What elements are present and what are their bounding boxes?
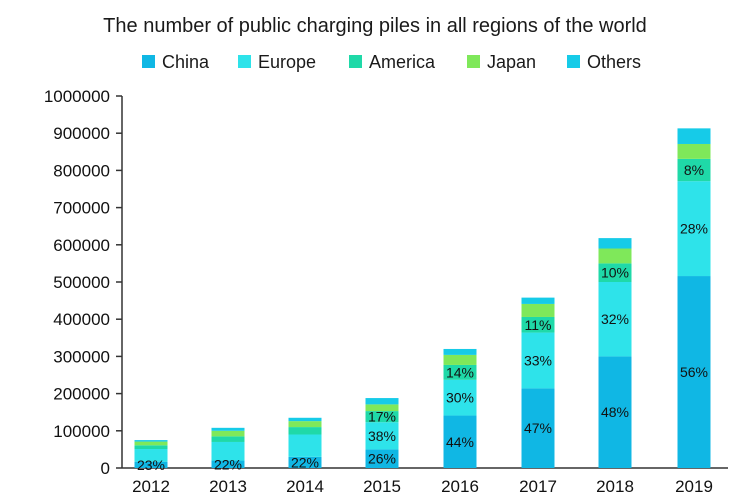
data-label-europe-2016: 30% bbox=[446, 390, 474, 406]
legend-swatch-others bbox=[567, 55, 580, 68]
legend-label-china: China bbox=[162, 52, 210, 72]
bars-group bbox=[134, 128, 711, 468]
data-label-america-2016: 14% bbox=[446, 364, 474, 380]
y-tick-label: 600000 bbox=[53, 236, 110, 255]
y-tick-label: 0 bbox=[101, 459, 110, 478]
bar-segment-others-2019 bbox=[677, 128, 711, 144]
bar-segment-america-2018 bbox=[598, 263, 632, 282]
bar-segment-america-2015 bbox=[365, 411, 399, 423]
bar-segment-china-2018 bbox=[598, 356, 632, 468]
data-label-china-2018: 48% bbox=[601, 404, 629, 420]
bar-segment-europe-2013 bbox=[211, 441, 245, 461]
bar-segment-europe-2017 bbox=[521, 332, 555, 389]
bar-segment-america-2014 bbox=[288, 427, 322, 435]
legend-label-japan: Japan bbox=[487, 52, 536, 72]
legend-swatch-europe bbox=[238, 55, 251, 68]
bar-segment-europe-2012 bbox=[134, 449, 168, 462]
bar-segment-japan-2014 bbox=[288, 421, 322, 428]
data-label-europe-2017: 33% bbox=[524, 352, 552, 368]
legend-swatch-america bbox=[349, 55, 362, 68]
legend-label-others: Others bbox=[587, 52, 641, 72]
bar-segment-china-2015 bbox=[365, 449, 399, 468]
x-tick-label: 2013 bbox=[209, 477, 247, 496]
legend-label-europe: Europe bbox=[258, 52, 316, 72]
y-tick-label: 300000 bbox=[53, 347, 110, 366]
data-label-europe-2019: 28% bbox=[680, 221, 708, 237]
bar-segment-japan-2015 bbox=[365, 404, 399, 412]
bar-segment-europe-2016 bbox=[443, 379, 477, 416]
data-label-europe-2015: 38% bbox=[368, 428, 396, 444]
legend: China Europe America Japan Others bbox=[142, 52, 641, 72]
bar-segment-others-2017 bbox=[521, 297, 555, 304]
bar-segment-america-2012 bbox=[134, 445, 168, 450]
y-tick-label: 900000 bbox=[53, 124, 110, 143]
bar-segment-europe-2015 bbox=[365, 422, 399, 450]
bar-segment-europe-2014 bbox=[288, 434, 322, 457]
bar-segment-others-2015 bbox=[365, 398, 399, 405]
data-label-china-2014: 22% bbox=[291, 454, 319, 470]
bar-segment-america-2013 bbox=[211, 436, 245, 442]
bar-segment-others-2012 bbox=[134, 440, 168, 442]
y-tick-label: 1000000 bbox=[44, 87, 110, 106]
bar-segment-america-2016 bbox=[443, 364, 477, 380]
x-axis: 2012 2013 2014 2015 2016 2017 2018 2019 bbox=[122, 467, 728, 496]
bar-segment-china-2013 bbox=[211, 460, 245, 468]
y-tick-label: 800000 bbox=[53, 161, 110, 180]
y-tick-label: 400000 bbox=[53, 310, 110, 329]
bar-segment-china-2016 bbox=[443, 415, 477, 468]
data-label-china-2013: 22% bbox=[214, 456, 242, 472]
data-labels-group: 23% 22% 22% 26% 38% 17% 44% 30% 14% 47% 33% 11% 48% 3… bbox=[137, 162, 708, 473]
bar-segment-china-2012 bbox=[134, 461, 168, 468]
bar-segment-china-2014 bbox=[288, 456, 322, 468]
bar-segment-others-2016 bbox=[443, 348, 477, 355]
y-tick-label: 500000 bbox=[53, 273, 110, 292]
data-label-china-2016: 44% bbox=[446, 434, 474, 450]
y-tick-label: 700000 bbox=[53, 199, 110, 218]
data-label-china-2012: 23% bbox=[137, 457, 165, 473]
legend-label-america: America bbox=[369, 52, 436, 72]
bar-segment-europe-2019 bbox=[677, 181, 711, 277]
data-label-china-2015: 26% bbox=[368, 451, 396, 467]
data-label-america-2019: 8% bbox=[684, 162, 704, 178]
bar-segment-japan-2013 bbox=[211, 430, 245, 437]
bar-segment-japan-2017 bbox=[521, 303, 555, 317]
bar-segment-others-2018 bbox=[598, 238, 632, 249]
chart-title: The number of public charging piles in a… bbox=[103, 15, 647, 37]
y-axis: 0 100000 200000 300000 400000 500000 600000 700… bbox=[44, 87, 123, 478]
x-tick-label: 2016 bbox=[441, 477, 479, 496]
data-label-america-2015: 17% bbox=[368, 409, 396, 425]
data-label-china-2017: 47% bbox=[524, 420, 552, 436]
x-tick-label: 2012 bbox=[132, 477, 170, 496]
data-label-china-2019: 56% bbox=[680, 364, 708, 380]
y-tick-label: 100000 bbox=[53, 422, 110, 441]
data-label-america-2017: 11% bbox=[525, 317, 552, 333]
data-label-europe-2018: 32% bbox=[601, 311, 629, 327]
bar-segment-japan-2016 bbox=[443, 354, 477, 365]
bar-segment-japan-2018 bbox=[598, 248, 632, 264]
legend-swatch-japan bbox=[467, 55, 480, 68]
x-tick-label: 2019 bbox=[675, 477, 713, 496]
x-tick-label: 2017 bbox=[519, 477, 557, 496]
bar-segment-japan-2019 bbox=[677, 143, 711, 159]
bar-segment-europe-2018 bbox=[598, 282, 632, 357]
data-label-america-2018: 10% bbox=[601, 265, 629, 281]
y-tick-label: 200000 bbox=[53, 385, 110, 404]
x-tick-label: 2015 bbox=[363, 477, 401, 496]
bar-segment-others-2013 bbox=[211, 427, 245, 431]
x-tick-label: 2014 bbox=[286, 477, 324, 496]
bar-segment-america-2019 bbox=[677, 158, 711, 182]
legend-swatch-china bbox=[142, 55, 155, 68]
bar-segment-others-2014 bbox=[288, 417, 322, 422]
bar-segment-china-2017 bbox=[521, 388, 555, 468]
bar-segment-japan-2012 bbox=[134, 441, 168, 446]
bar-segment-china-2019 bbox=[677, 276, 711, 468]
x-tick-label: 2018 bbox=[596, 477, 634, 496]
bar-segment-america-2017 bbox=[521, 316, 555, 333]
